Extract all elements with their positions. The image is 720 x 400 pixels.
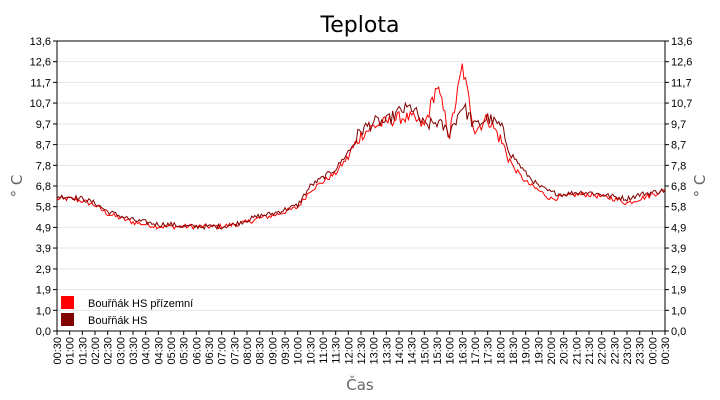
x-tick-label: 21:00 xyxy=(571,337,583,365)
x-tick-label: 20:00 xyxy=(546,337,558,365)
x-tick-label: 16:30 xyxy=(457,337,469,365)
x-tick-label: 17:30 xyxy=(483,337,495,365)
series-lines xyxy=(56,63,666,231)
x-tick-label: 00:30 xyxy=(660,337,672,365)
legend-label: Bouřňák HS xyxy=(88,315,147,327)
y-tick-label-right: 0,0 xyxy=(671,326,686,338)
y-tick-label: 1,9 xyxy=(36,285,51,297)
y-tick-label: 8,7 xyxy=(36,140,51,152)
y-axis-label-right: ° C xyxy=(691,175,709,198)
y-tick-label: 7,8 xyxy=(36,160,51,172)
x-tick-label: 09:30 xyxy=(280,337,292,365)
x-tick-label: 13:30 xyxy=(381,337,393,365)
x-tick-label: 07:30 xyxy=(229,337,241,365)
x-tick-label: 23:00 xyxy=(622,337,634,365)
x-tick-label: 20:30 xyxy=(559,337,571,365)
x-tick-label: 07:00 xyxy=(217,337,229,365)
x-tick-label: 13:00 xyxy=(369,337,381,365)
y-tick-label: 3,9 xyxy=(36,243,51,255)
y-tick-label-right: 7,8 xyxy=(671,160,686,172)
x-tick-label: 06:00 xyxy=(191,337,203,365)
legend-swatch xyxy=(61,296,74,309)
x-tick-label: 15:00 xyxy=(419,337,431,365)
x-tick-label: 04:00 xyxy=(141,337,153,365)
y-tick-label: 12,6 xyxy=(30,57,51,69)
x-tick-label: 04:30 xyxy=(153,337,165,365)
x-tick-label: 21:30 xyxy=(584,337,596,365)
x-tick-label: 10:00 xyxy=(293,337,305,365)
y-tick-label-right: 9,7 xyxy=(671,119,686,131)
x-tick-label: 01:30 xyxy=(77,337,89,365)
y-axis-right: 0,0 1,0 1,9 2,9 3,9 4,9 5,8 6,8 7,8 8,7 9,7 10,7 11,… xyxy=(665,36,692,338)
y-tick-label-right: 10,7 xyxy=(671,98,692,110)
x-tick-label: 06:30 xyxy=(204,337,216,365)
x-tick-label: 12:30 xyxy=(356,337,368,365)
x-tick-label: 11:30 xyxy=(331,337,343,364)
x-tick-label: 12:00 xyxy=(343,337,355,365)
x-tick-label: 02:30 xyxy=(103,337,115,365)
x-axis: 00:30 01:00 01:30 02:00 02:30 03:00 03:30 04:00… xyxy=(52,331,672,365)
x-tick-label: 01:00 xyxy=(65,337,77,365)
x-axis-label: Čas xyxy=(346,375,374,394)
x-tick-label: 14:00 xyxy=(394,337,406,365)
y-tick-label-right: 2,9 xyxy=(671,264,686,276)
x-tick-label: 19:30 xyxy=(533,337,545,365)
x-tick-label: 08:30 xyxy=(255,337,267,365)
y-tick-label: 10,7 xyxy=(30,98,51,110)
y-tick-label-right: 12,6 xyxy=(671,57,692,69)
x-tick-label: 16:00 xyxy=(445,337,457,365)
grid-lines xyxy=(57,61,665,311)
x-tick-label: 17:00 xyxy=(470,337,482,365)
x-tick-label: 10:30 xyxy=(305,337,317,365)
y-tick-label-right: 1,0 xyxy=(671,305,686,317)
x-tick-label: 22:00 xyxy=(597,337,609,365)
legend: Bouřňák HS přízemní Bouřňák HS xyxy=(61,296,193,327)
x-tick-label: 08:00 xyxy=(242,337,254,365)
y-tick-label-right: 3,9 xyxy=(671,243,686,255)
y-tick-label-right: 11,7 xyxy=(671,77,692,89)
y-tick-label: 0,0 xyxy=(36,326,51,338)
y-tick-label-right: 1,9 xyxy=(671,285,686,297)
y-tick-label-right: 4,9 xyxy=(671,222,686,234)
x-tick-label: 05:00 xyxy=(166,337,178,365)
chart-title: Teplota xyxy=(320,13,400,38)
y-tick-label: 9,7 xyxy=(36,119,51,131)
x-tick-label: 14:30 xyxy=(407,337,419,365)
x-tick-label: 09:00 xyxy=(267,337,279,365)
x-tick-label: 18:30 xyxy=(508,337,520,365)
y-tick-label: 6,8 xyxy=(36,181,51,193)
y-tick-label: 1,0 xyxy=(36,305,51,317)
y-tick-label: 4,9 xyxy=(36,222,51,234)
x-tick-label: 00:00 xyxy=(647,337,659,365)
y-axis-label: ° C xyxy=(8,175,26,198)
series-line-1 xyxy=(56,101,666,231)
x-tick-label: 05:30 xyxy=(179,337,191,365)
y-tick-label: 2,9 xyxy=(36,264,51,276)
y-tick-label-right: 6,8 xyxy=(671,181,686,193)
x-tick-label: 18:00 xyxy=(495,337,507,365)
x-tick-label: 02:00 xyxy=(90,337,102,365)
y-tick-label: 5,8 xyxy=(36,202,51,214)
y-axis-left: 0,0 1,0 1,9 2,9 3,9 4,9 5,8 6,8 7,8 8,7 9,7 10,7 11,… xyxy=(30,36,57,338)
y-tick-label-right: 13,6 xyxy=(671,36,692,48)
x-tick-label: 03:00 xyxy=(115,337,127,365)
x-tick-label: 11:00 xyxy=(318,337,330,364)
x-tick-label: 15:30 xyxy=(432,337,444,365)
y-tick-label-right: 8,7 xyxy=(671,140,686,152)
y-tick-label: 11,7 xyxy=(30,77,51,89)
x-tick-label: 22:30 xyxy=(609,337,621,365)
x-tick-label: 03:30 xyxy=(128,337,140,365)
y-tick-label-right: 5,8 xyxy=(671,202,686,214)
legend-swatch xyxy=(61,313,74,326)
y-tick-label: 13,6 xyxy=(30,36,51,48)
x-tick-label: 23:30 xyxy=(635,337,647,365)
x-tick-label: 19:00 xyxy=(521,337,533,365)
legend-label: Bouřňák HS přízemní xyxy=(88,298,193,310)
x-tick-label: 00:30 xyxy=(52,337,64,365)
